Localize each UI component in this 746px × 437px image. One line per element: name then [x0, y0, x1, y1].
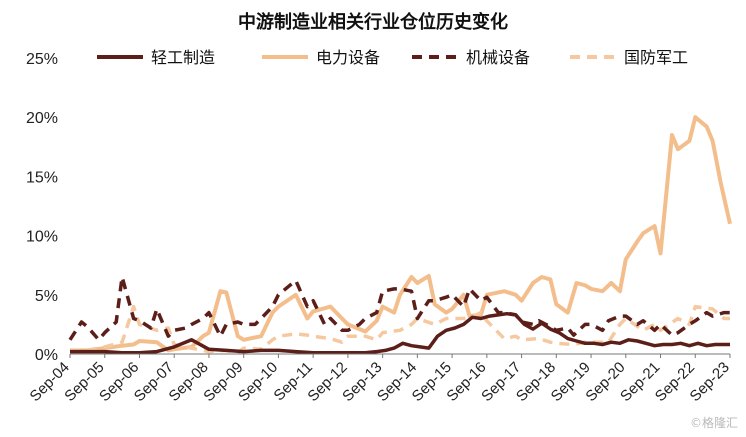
x-tick-label: Sep-23 [687, 359, 733, 405]
chart-title: 中游制造业相关行业仓位历史变化 [238, 12, 508, 33]
series-line-1 [70, 311, 730, 355]
y-tick-label: 15% [26, 169, 58, 186]
x-axis: Sep-04Sep-05Sep-06Sep-07Sep-08Sep-09Sep-… [27, 353, 733, 405]
series-line-3 [68, 275, 730, 342]
y-tick-label: 5% [35, 288, 58, 305]
legend-label-3: 机械设备 [466, 48, 530, 67]
series-line-4 [70, 304, 730, 355]
series-line-2 [70, 115, 732, 353]
y-tick-label: 20% [26, 110, 58, 127]
y-tick-label: 25% [26, 51, 58, 68]
y-tick-label: 10% [26, 229, 58, 246]
legend-label-4: 国防军工 [624, 48, 688, 67]
watermark-logo: ©格隆汇 [689, 416, 738, 430]
chart-legend: 轻工制造 电力设备 机械设备 国防军工 [97, 48, 688, 67]
x-tick-label: Sep-10 [235, 359, 281, 405]
y-axis: 0% 5% 10% 15% 20% 25% [26, 51, 58, 364]
legend-label-2: 电力设备 [316, 48, 380, 67]
series-layer [68, 115, 732, 355]
y-tick-label: 0% [35, 347, 58, 364]
legend-label-1: 轻工制造 [151, 48, 215, 67]
